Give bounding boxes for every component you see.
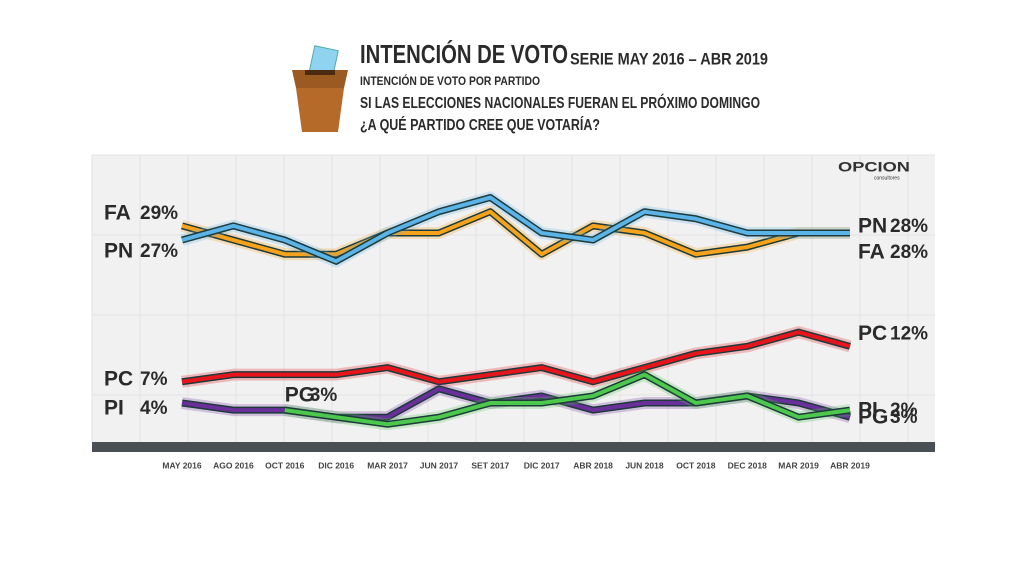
series-name: PI bbox=[104, 397, 124, 420]
series-name: PN bbox=[858, 214, 887, 237]
x-tick-label: SET 2017 bbox=[471, 460, 509, 470]
line bbox=[181, 330, 851, 384]
value-label: 28% bbox=[890, 242, 928, 263]
x-tick-label: MAR 2019 bbox=[778, 460, 819, 470]
subtitle: SERIE MAY 2016 – ABR 2019 bbox=[570, 49, 768, 68]
line bbox=[284, 372, 851, 427]
ballot-box bbox=[292, 45, 348, 132]
x-tick-label: JUN 2017 bbox=[420, 460, 459, 470]
value-label: 7% bbox=[140, 369, 168, 390]
x-tick-label: DIC 2016 bbox=[318, 460, 354, 470]
plot-area bbox=[92, 155, 935, 442]
caption: INTENCIÓN DE VOTO POR PARTIDO bbox=[360, 73, 540, 88]
question-line: SI LAS ELECCIONES NACIONALES FUERAN EL P… bbox=[360, 93, 760, 112]
x-tick-label: ABR 2019 bbox=[830, 460, 870, 470]
series-name: PC bbox=[104, 367, 133, 390]
value-label: 27% bbox=[140, 241, 178, 262]
title: INTENCIÓN DE VOTO bbox=[360, 39, 568, 69]
logo-sub: consultores bbox=[874, 175, 900, 181]
x-tick-label: MAR 2017 bbox=[367, 460, 408, 470]
grid bbox=[91, 154, 935, 442]
series-name: PI bbox=[858, 399, 878, 422]
value-label: 2% bbox=[890, 400, 918, 421]
x-tick-label: DIC 2017 bbox=[524, 460, 560, 470]
series-name: PG bbox=[858, 406, 888, 429]
logo: OPCION bbox=[838, 159, 910, 175]
value-label: 4% bbox=[140, 398, 168, 419]
x-tick-label: MAY 2016 bbox=[162, 460, 201, 470]
x-tick-label: OCT 2018 bbox=[676, 460, 715, 470]
line bbox=[181, 195, 850, 264]
series-name: PN bbox=[104, 240, 133, 263]
x-tick-label: ABR 2018 bbox=[573, 460, 613, 470]
line bbox=[181, 209, 850, 257]
value-label: 12% bbox=[890, 323, 928, 344]
series-name: FA bbox=[858, 240, 885, 263]
baseline-bar bbox=[92, 442, 935, 452]
value-label: 29% bbox=[140, 203, 178, 224]
x-tick-label: DEC 2018 bbox=[728, 460, 767, 470]
question-line: ¿A QUÉ PARTIDO CREE QUE VOTARÍA? bbox=[360, 115, 600, 134]
x-tick-label: OCT 2016 bbox=[265, 460, 304, 470]
series-name: PC bbox=[858, 322, 887, 345]
value-label: 3% bbox=[890, 407, 918, 428]
value-label: 3% bbox=[310, 385, 338, 406]
series-name: PG bbox=[285, 384, 315, 407]
x-tick-label: AGO 2016 bbox=[213, 460, 254, 470]
value-label: 28% bbox=[890, 216, 928, 237]
x-tick-label: JUN 2018 bbox=[625, 460, 664, 470]
series-name: FA bbox=[104, 201, 131, 224]
